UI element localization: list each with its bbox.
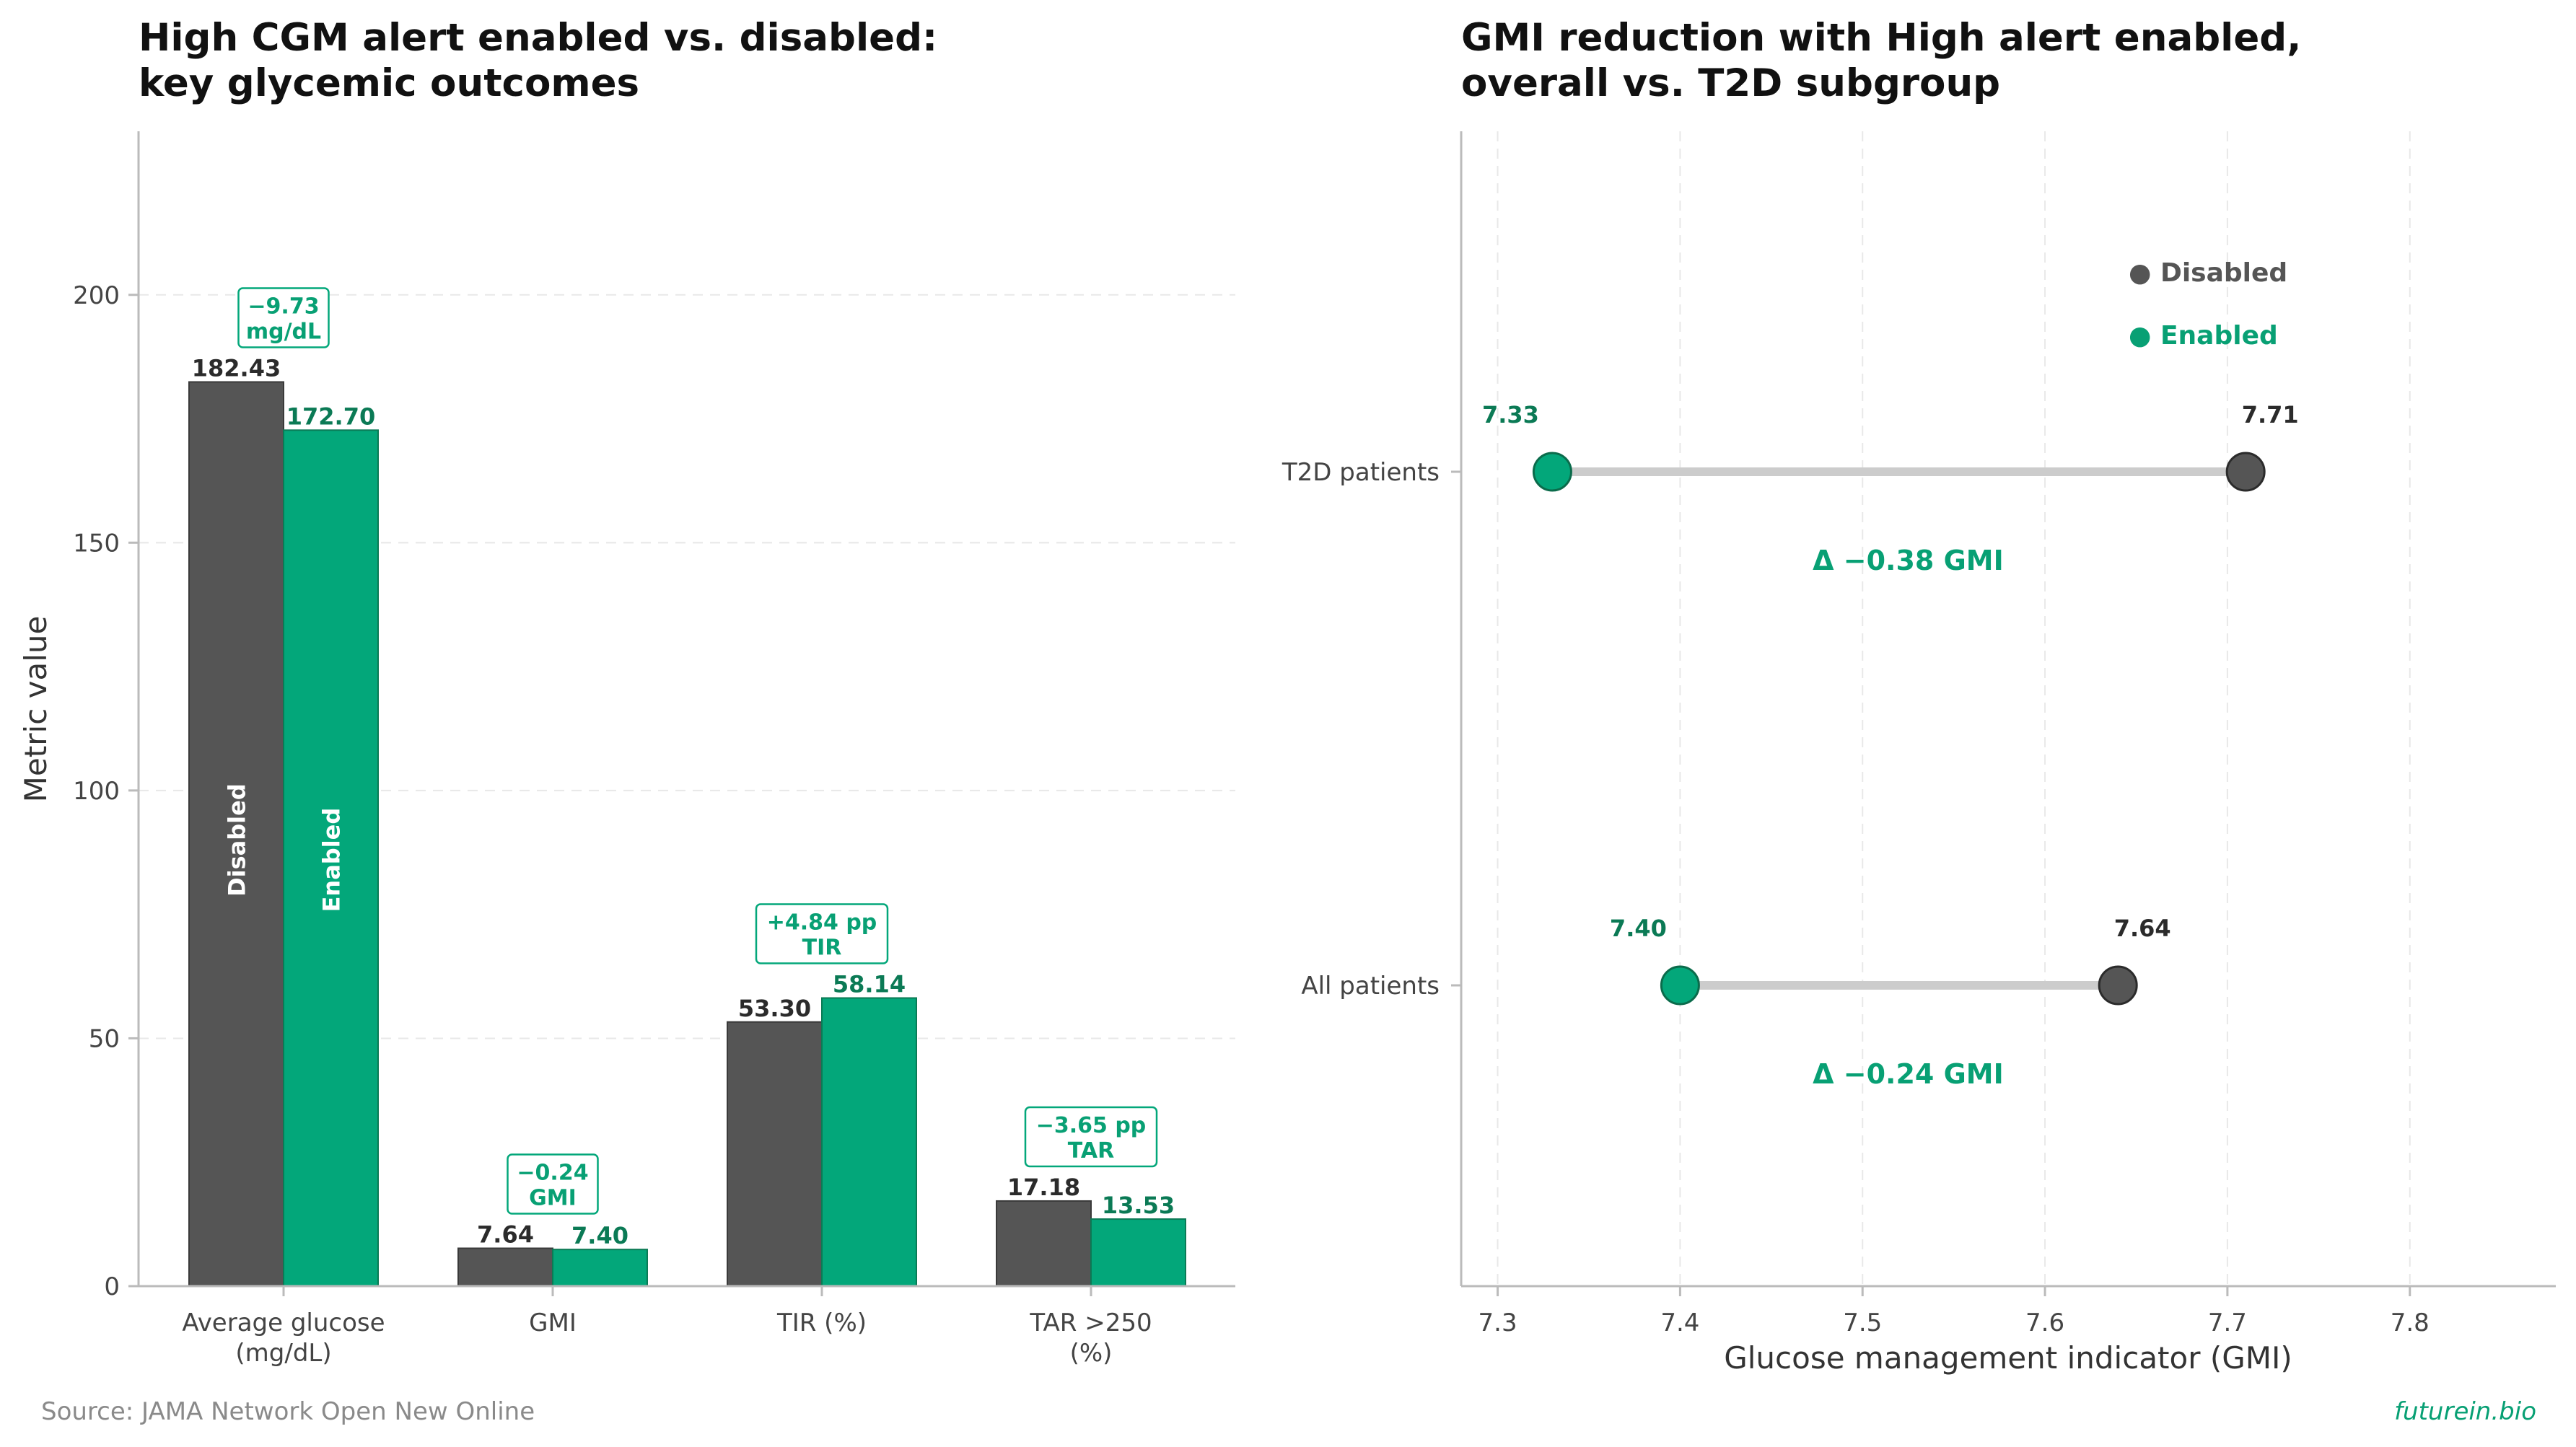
delta-annotation-box [755, 903, 889, 964]
legend-enabled: ● Enabled [2129, 321, 2278, 351]
delta-annotation-box [1024, 1106, 1158, 1168]
dot-enabled [1660, 965, 1700, 1006]
bar-value-label-enabled: 7.40 [571, 1222, 628, 1249]
right-x-tick-label: 7.7 [2208, 1309, 2247, 1337]
bar-disabled [188, 381, 284, 1287]
left-x-tick-label-line2: (mg/dL) [235, 1339, 331, 1368]
source-note: Source: JAMA Network Open New Online [41, 1397, 535, 1426]
bar-value-label-disabled: 7.64 [477, 1221, 534, 1249]
bar-disabled [996, 1200, 1092, 1288]
dot-label-disabled: 7.64 [2114, 915, 2171, 942]
dot-label-enabled: 7.33 [1482, 401, 1539, 428]
bar-enabled [552, 1249, 648, 1288]
dot-enabled [1532, 452, 1572, 492]
left-x-tick-label: TAR >250 [1029, 1309, 1152, 1337]
left-y-tick-label: 200 [73, 281, 120, 310]
left-y-ticks: 0 50 100 150 200 [73, 281, 139, 1301]
left-y-tick-label: 100 [73, 777, 120, 806]
bar-disabled [727, 1021, 823, 1288]
left-x-tick-label: TIR (%) [776, 1309, 867, 1337]
right-chart-title-line1: GMI reduction with High alert enabled, [1461, 16, 2301, 60]
left-x-tick-label: Average glucose [182, 1309, 385, 1337]
left-y-tick-label: 0 [104, 1272, 120, 1301]
delta-annotation-line1: −3.65 pp [1036, 1113, 1147, 1138]
bar-enabled [283, 429, 379, 1287]
dot-label-enabled: 7.40 [1610, 915, 1667, 942]
right-x-tick-label: 7.3 [1478, 1309, 1517, 1337]
bar-value-label-enabled: 58.14 [833, 971, 906, 998]
bar-enabled [1090, 1218, 1186, 1288]
right-x-tick-label: 7.4 [1660, 1309, 1699, 1337]
left-y-tick-label: 50 [89, 1024, 120, 1053]
in-bar-label-enabled: Enabled [318, 808, 346, 912]
left-chart-title-line2: key glycemic outcomes [139, 61, 639, 105]
delta-annotation-line2: TAR [1068, 1138, 1114, 1164]
delta-label: Δ −0.24 GMI [1813, 1058, 2004, 1090]
dot-disabled [2225, 452, 2266, 492]
left-x-tick-label: GMI [529, 1309, 577, 1337]
delta-annotation-line1: +4.84 pp [767, 910, 877, 936]
right-x-tick-label: 7.8 [2391, 1309, 2430, 1337]
delta-label: Δ −0.38 GMI [1813, 545, 2004, 576]
brand-link[interactable]: futurein.bio [2394, 1397, 2536, 1426]
dot-disabled [2098, 965, 2138, 1006]
delta-annotation-line2: TIR [802, 936, 842, 961]
right-x-tick-label: 7.5 [1843, 1309, 1882, 1337]
right-y-tick-label: All patients [1301, 972, 1440, 1000]
bar-value-label-disabled: 17.18 [1007, 1174, 1080, 1201]
delta-annotation-line1: −9.73 [247, 294, 319, 319]
dot-label-disabled: 7.71 [2242, 401, 2299, 428]
bar-value-label-enabled: 172.70 [286, 403, 375, 430]
right-chart: GMI reduction with High alert enabled, o… [1282, 16, 2556, 1376]
left-x-ticks: Average glucose(mg/dL) GMI TIR (%) TAR >250… [182, 1286, 1152, 1368]
legend-disabled: ● Disabled [2129, 258, 2287, 288]
delta-annotation-line1: −0.24 [517, 1161, 588, 1186]
in-bar-label-disabled: Disabled [224, 783, 251, 897]
bar-enabled [821, 997, 917, 1288]
left-chart-title-line1: High CGM alert enabled vs. disabled: [139, 16, 937, 60]
bar-disabled [457, 1247, 553, 1287]
left-y-axis-label: Metric value [18, 616, 53, 803]
right-x-ticks: 7.3 7.4 7.5 7.6 7.7 7.8 [1478, 1286, 2430, 1337]
delta-annotation-line2: GMI [529, 1186, 577, 1211]
right-y-tick-label: T2D patients [1282, 458, 1440, 487]
right-x-axis-label: Glucose management indicator (GMI) [1724, 1340, 2292, 1376]
bar-value-label-disabled: 182.43 [192, 354, 281, 382]
left-chart: High CGM alert enabled vs. disabled: key… [18, 16, 1235, 1368]
right-x-tick-label: 7.6 [2025, 1309, 2064, 1337]
delta-annotation-line2: mg/dL [246, 319, 321, 344]
left-x-tick-label-line2: (%) [1070, 1339, 1113, 1368]
left-y-tick-label: 150 [73, 529, 120, 558]
right-gridlines [1497, 131, 2411, 1286]
bar-value-label-enabled: 13.53 [1102, 1192, 1175, 1219]
delta-annotation-box [507, 1153, 599, 1215]
right-dumbbells: T2D patients 7.71 7.33 Δ −0.38 GMI All patie… [1282, 401, 2299, 1090]
bar-value-label-disabled: 53.30 [738, 995, 811, 1022]
right-chart-title-line2: overall vs. T2D subgroup [1461, 61, 2000, 105]
delta-annotation-box [237, 287, 330, 348]
